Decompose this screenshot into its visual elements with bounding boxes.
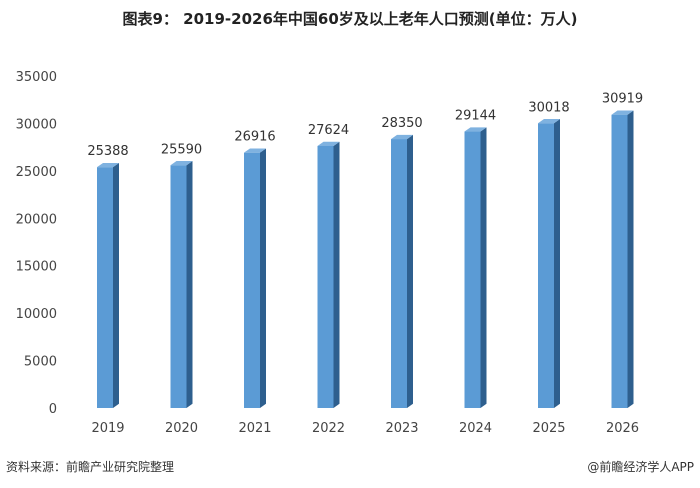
- credit-note: @前瞻经济学人APP: [587, 460, 694, 474]
- data-label-2019: 25388: [87, 144, 128, 159]
- bar-2020: [170, 161, 193, 408]
- bar-side: [554, 119, 560, 408]
- x-tick-label-2025: 2025: [532, 421, 565, 436]
- bar-front: [391, 139, 407, 408]
- y-tick-label: 10000: [16, 307, 57, 322]
- y-tick-label: 25000: [16, 165, 57, 180]
- bar-top: [170, 161, 193, 166]
- bar-side: [113, 162, 119, 408]
- x-tick-label-2019: 2019: [91, 421, 124, 436]
- y-tick-label: 35000: [16, 70, 57, 85]
- source-note: 资料来源：前瞻产业研究院整理: [6, 460, 175, 474]
- x-tick-label-2026: 2026: [606, 421, 639, 436]
- bar-top: [464, 127, 487, 132]
- bar-side: [627, 110, 634, 408]
- bar-front: [317, 145, 334, 409]
- bar-top: [611, 110, 634, 115]
- bar-front: [244, 152, 260, 408]
- y-tick-label: 30000: [16, 117, 57, 132]
- bar-top: [538, 119, 560, 124]
- data-label-2023: 28350: [381, 116, 422, 131]
- data-label-2021: 26916: [234, 130, 275, 145]
- bar-top: [391, 134, 413, 140]
- bar-side: [260, 148, 266, 408]
- y-tick-label: 20000: [16, 212, 57, 227]
- bar-2019: [97, 162, 119, 408]
- bar-2023: [391, 134, 413, 408]
- data-label-2020: 25590: [161, 142, 202, 157]
- bar-2026: [611, 110, 634, 409]
- y-tick-label: 0: [49, 402, 57, 417]
- bar-front: [538, 123, 554, 409]
- x-tick-label-2021: 2021: [238, 421, 271, 436]
- bar-top: [317, 141, 340, 146]
- bar-front: [611, 114, 628, 409]
- y-axis: 0 5000 10000 15000 20000 25000 30000 35000: [16, 70, 57, 417]
- x-tick-label-2022: 2022: [312, 421, 345, 436]
- bar-side: [333, 141, 340, 408]
- bars: [97, 110, 634, 409]
- data-label-2025: 30018: [528, 100, 569, 115]
- x-axis: 2019 2020 2021 2022 2023 2024 2025 2026: [91, 421, 639, 436]
- x-tick-label-2020: 2020: [165, 421, 198, 436]
- bar-front: [464, 131, 481, 408]
- bar-side: [407, 134, 413, 408]
- bar-2021: [244, 148, 266, 408]
- data-label-2024: 29144: [455, 109, 496, 124]
- y-tick-label: 15000: [16, 260, 57, 275]
- chart-title: 图表9： 2019-2026年中国60岁及以上老年人口预测(单位：万人): [122, 10, 578, 28]
- data-label-2026: 30919: [602, 92, 643, 107]
- x-tick-label-2024: 2024: [459, 421, 492, 436]
- bar-side: [480, 127, 487, 409]
- bar-front: [170, 165, 187, 408]
- bar-front: [97, 167, 113, 408]
- data-label-2022: 27624: [308, 123, 349, 138]
- bar-2022: [317, 141, 340, 409]
- bar-side: [186, 161, 193, 408]
- bar-top: [244, 148, 266, 153]
- bar-top: [97, 162, 119, 168]
- x-tick-label-2023: 2023: [385, 421, 418, 436]
- bar-2025: [538, 119, 560, 409]
- y-tick-label: 5000: [24, 355, 57, 370]
- bar-2024: [464, 127, 487, 409]
- data-labels: 25388 25590 26916 27624 28350 29144 30018 30919: [87, 92, 643, 159]
